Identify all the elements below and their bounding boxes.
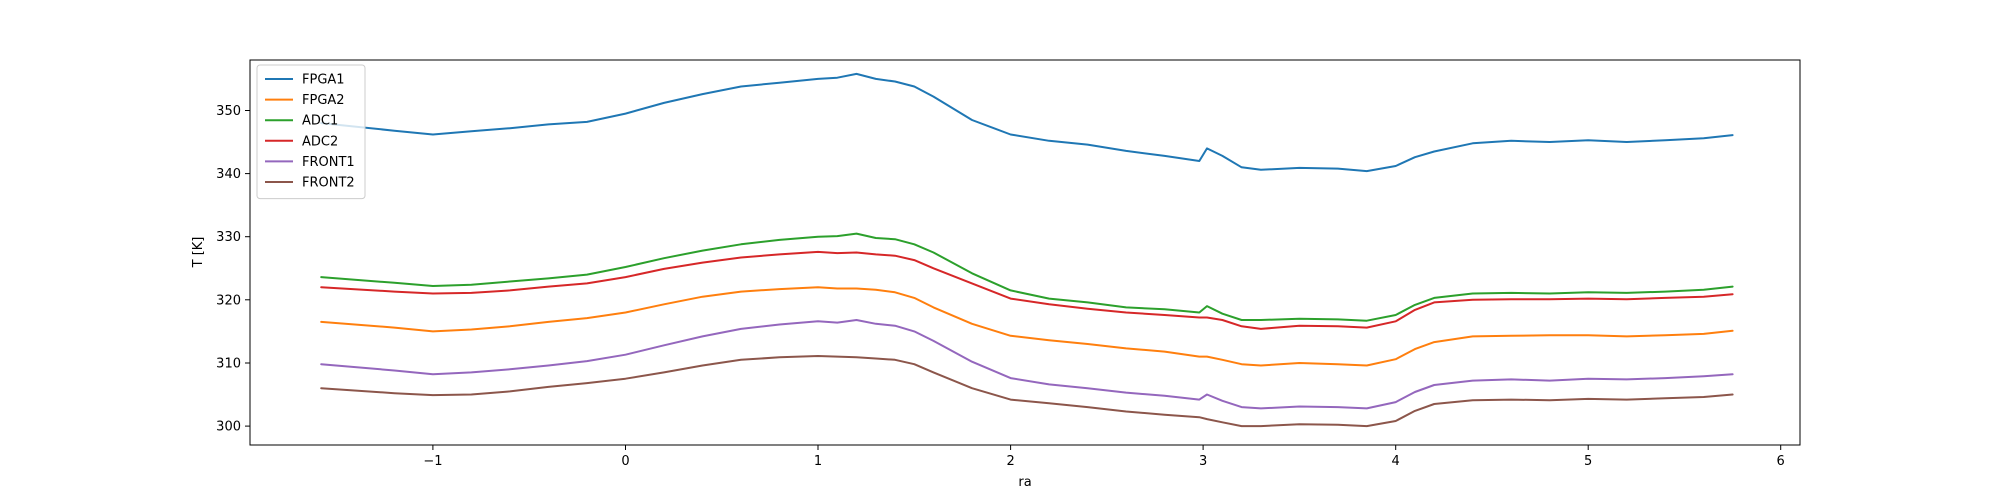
x-tick-label: 0 bbox=[621, 454, 629, 469]
series-line-fpga2 bbox=[320, 286, 1734, 367]
y-tick-label: 350 bbox=[216, 104, 241, 119]
y-tick-label: 330 bbox=[216, 230, 241, 245]
x-tick-label: 4 bbox=[1392, 454, 1400, 469]
series-line-adc2 bbox=[320, 250, 1734, 330]
legend-label: FPGA2 bbox=[302, 93, 345, 108]
x-tick-label: −1 bbox=[423, 454, 442, 469]
y-tick-label: 320 bbox=[216, 293, 241, 308]
x-tick-label: 5 bbox=[1584, 454, 1592, 469]
legend: FPGA1 FPGA2 ADC1 ADC2 FRONT1 FRONT2 bbox=[256, 64, 366, 200]
series-layer bbox=[320, 72, 1734, 428]
series-line-adc1 bbox=[320, 232, 1734, 322]
y-axis-ticks: 300 310 320 330 340 350 bbox=[216, 104, 250, 435]
legend-label: FRONT2 bbox=[302, 176, 355, 191]
x-tick-label: 2 bbox=[1006, 454, 1014, 469]
x-tick-label: 1 bbox=[814, 454, 822, 469]
x-axis-label: ra bbox=[1018, 475, 1031, 490]
legend-label: FPGA1 bbox=[302, 73, 345, 88]
y-tick-label: 310 bbox=[216, 357, 241, 372]
legend-label: FRONT1 bbox=[302, 155, 355, 170]
legend-label: ADC1 bbox=[302, 114, 338, 129]
series-line-front1 bbox=[320, 319, 1734, 410]
plot-area bbox=[250, 60, 1800, 445]
series-line-front2 bbox=[320, 355, 1734, 428]
plot-frame bbox=[249, 59, 1801, 446]
y-tick-label: 340 bbox=[216, 167, 241, 182]
x-tick-label: 3 bbox=[1199, 454, 1207, 469]
legend-label: ADC2 bbox=[302, 134, 338, 149]
x-tick-label: 6 bbox=[1777, 454, 1785, 469]
y-axis-label: T [K] bbox=[191, 237, 206, 269]
y-tick-label: 300 bbox=[216, 420, 241, 435]
legend-box bbox=[256, 64, 366, 200]
series-line-fpga1 bbox=[320, 72, 1734, 173]
x-axis-ticks: −1 0 1 2 3 4 5 6 bbox=[423, 445, 1785, 469]
